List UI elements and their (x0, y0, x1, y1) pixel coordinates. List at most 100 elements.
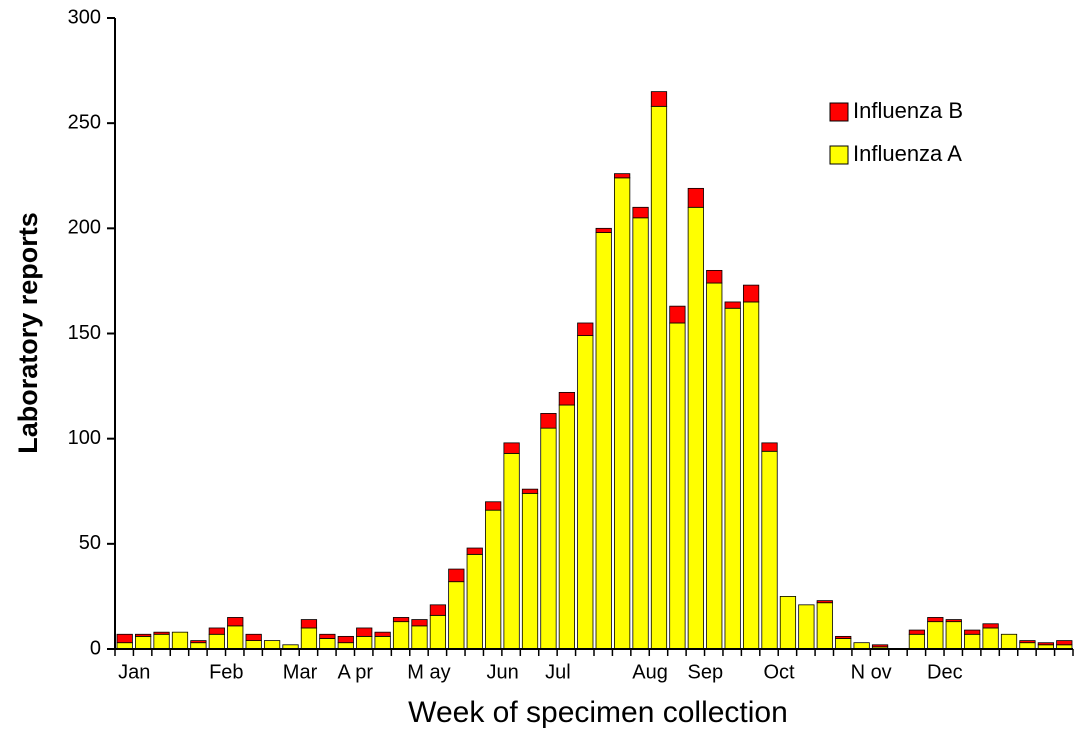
bar-segment (779, 596, 797, 650)
bar-segment (798, 604, 815, 650)
bar-segment (742, 284, 760, 303)
bar-segment (964, 633, 981, 650)
x-tick-label: Aug (632, 661, 668, 683)
bar-segment (908, 633, 926, 650)
bar-segment (632, 206, 649, 219)
bar-segment (927, 617, 944, 623)
bar-segment (448, 568, 465, 583)
bar-segment (466, 553, 483, 650)
bar-segment (392, 621, 410, 650)
y-tick-label: 150 (68, 322, 101, 344)
y-tick-label: 0 (90, 637, 101, 659)
x-tick-label: Sep (688, 661, 724, 683)
bar-segment (319, 638, 336, 650)
bar-segment (300, 619, 318, 629)
x-tick-label: Jun (487, 661, 519, 683)
bar-segment (374, 631, 391, 637)
bar-segment (835, 638, 852, 650)
x-tick-label: M ay (407, 661, 450, 683)
bar-segment (595, 232, 612, 650)
bar-segment (208, 627, 225, 635)
bar-segment (687, 187, 704, 208)
bar-segment (190, 640, 207, 644)
legend-swatch (829, 145, 849, 165)
bar-segment (503, 452, 520, 650)
x-tick-label: Feb (209, 661, 243, 683)
y-tick-label: 50 (79, 532, 101, 554)
bar-segment (540, 427, 557, 650)
y-tick-label: 250 (68, 111, 101, 133)
bar-segment (724, 301, 741, 309)
bar-segment (392, 617, 410, 623)
bar-segment (687, 206, 704, 650)
x-tick-label: Dec (927, 661, 963, 683)
bar-segment (356, 627, 373, 637)
bar-segment (742, 301, 760, 650)
bar-segment (171, 631, 189, 650)
bar-segment (153, 631, 170, 635)
bar-segment (706, 282, 723, 650)
bar-segment (337, 635, 354, 644)
bar-segment (503, 442, 520, 454)
bar-segment (871, 644, 889, 648)
bar-segment (135, 635, 152, 650)
bar-segment (724, 307, 741, 650)
x-tick-label: Jul (545, 661, 571, 683)
x-axis-label: Week of specimen collection (408, 696, 788, 729)
bar-segment (521, 488, 539, 494)
bar-segment (245, 633, 262, 641)
bar-segment (558, 404, 575, 650)
x-tick-label: A pr (337, 661, 373, 683)
bar-segment (356, 635, 373, 650)
bar-segment (761, 442, 778, 452)
bar-segment (540, 413, 557, 429)
bar-segment (153, 633, 170, 650)
bar-segment (319, 633, 336, 639)
bar-segment (1056, 640, 1073, 646)
legend-swatch (829, 102, 849, 122)
bar-segment (245, 640, 262, 650)
bar-segment (429, 614, 447, 650)
bar-segment (945, 621, 962, 650)
bar-segment (945, 619, 962, 623)
bar-segment (632, 217, 649, 650)
bar-segment (448, 581, 465, 650)
bar-segment (208, 633, 225, 650)
bar-segment (263, 640, 281, 650)
bar-segment (964, 629, 981, 635)
bar-segment (429, 604, 447, 616)
x-tick-label: Mar (283, 661, 318, 683)
bar-segment (227, 625, 244, 650)
y-tick-label: 100 (68, 427, 101, 449)
bar-segment (411, 625, 428, 650)
x-tick-label: Oct (763, 661, 795, 683)
bar-segment (135, 633, 152, 637)
bar-segment (982, 623, 999, 629)
bar-segment (669, 322, 686, 650)
bar-segment (761, 450, 778, 650)
x-tick-label: N ov (851, 661, 892, 683)
y-tick-label: 300 (68, 6, 101, 28)
bar-segment (982, 627, 999, 650)
bar-segment (1019, 640, 1036, 644)
bar-segment (116, 633, 133, 644)
bar-segment (485, 501, 502, 511)
bar-segment (595, 227, 612, 233)
bar-segment (227, 617, 244, 627)
bar-segment (466, 547, 483, 555)
bar-segment (558, 391, 575, 406)
bar-segment (927, 621, 944, 650)
bar-segment (908, 629, 926, 635)
bar-segment (300, 627, 318, 650)
bar-segment (374, 635, 391, 650)
bar-segment (577, 335, 594, 650)
bar-segment (1037, 642, 1054, 646)
bar-segment (706, 269, 723, 284)
legend-label: Influenza A (853, 141, 962, 166)
bar-segment (816, 602, 833, 650)
bar-segment (816, 600, 833, 604)
bar-segment (485, 509, 502, 650)
y-tick-label: 200 (68, 217, 101, 239)
bar-segment (614, 173, 631, 179)
